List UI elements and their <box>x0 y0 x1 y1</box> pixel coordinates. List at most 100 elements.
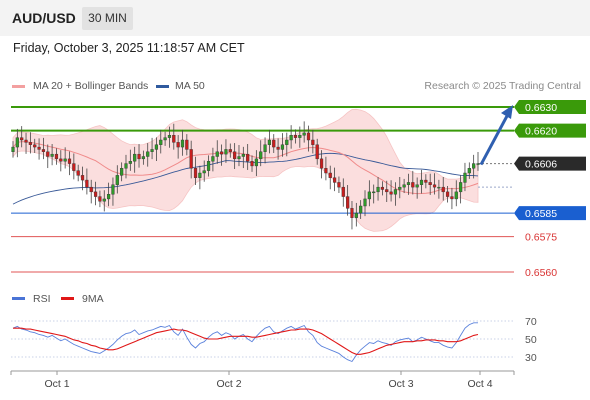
candle-body <box>241 153 245 157</box>
candle-body <box>428 182 432 185</box>
candle-body <box>250 161 254 167</box>
candle-body <box>354 212 358 218</box>
candle-body <box>385 189 389 193</box>
candle-body <box>432 184 437 188</box>
candle-body <box>402 184 406 188</box>
candle-body <box>315 144 319 160</box>
candle-body <box>33 144 37 148</box>
ma50-legend-label: MA 50 <box>175 80 205 92</box>
candle-body <box>176 142 180 148</box>
candle-body <box>85 179 89 188</box>
candle-body <box>406 182 411 185</box>
level-tag-0.6630 <box>514 100 586 114</box>
candle-body <box>350 208 354 218</box>
candle-body <box>93 191 98 197</box>
candle-body <box>298 135 302 138</box>
candle-body <box>280 144 285 150</box>
candle-body <box>463 172 467 183</box>
candle-body <box>67 158 72 164</box>
candle-body <box>224 149 228 155</box>
candle-body <box>198 172 202 178</box>
candle-body <box>259 151 263 160</box>
candle-body <box>267 139 272 145</box>
candle-body <box>450 196 454 200</box>
candle-body <box>389 191 393 195</box>
candle-body <box>146 151 150 157</box>
level-tag-0.6585 <box>514 206 586 221</box>
candle-body <box>246 153 250 162</box>
candle-body <box>228 149 232 152</box>
candle-body <box>141 156 145 160</box>
candle-body <box>233 151 237 160</box>
candle-body <box>63 158 67 162</box>
candle-body <box>37 146 41 150</box>
candle-body <box>28 142 32 145</box>
candle-body <box>372 191 376 194</box>
credit-text: Research © 2025 Trading Central <box>424 80 581 92</box>
candle-body <box>324 168 328 174</box>
level-label-0.6606: 0.6606 <box>525 159 557 171</box>
target-arrow-head <box>501 105 513 119</box>
level-label-0.6560: 0.6560 <box>525 267 557 279</box>
rsi-tick-50: 50 <box>525 334 537 346</box>
candle-body <box>441 186 445 193</box>
candle-body <box>41 149 46 152</box>
candle-body <box>311 139 315 145</box>
candle-body <box>293 135 298 138</box>
candle-body <box>319 158 324 169</box>
candle-body <box>215 151 219 157</box>
candle-body <box>337 182 341 188</box>
candle-body <box>180 139 185 148</box>
candle-body <box>359 205 363 214</box>
candle-body <box>346 196 350 209</box>
candle-body <box>206 161 211 171</box>
timeframe-badge[interactable]: 30 MIN <box>82 7 133 30</box>
candle-body <box>202 170 206 174</box>
candle-body <box>54 153 59 160</box>
candle-body <box>11 146 15 152</box>
candle-body <box>254 158 258 167</box>
candle-body <box>172 135 176 143</box>
candle-body <box>50 153 54 157</box>
bollinger-band <box>12 108 479 232</box>
rsi-legend-label: RSI <box>33 293 51 305</box>
candle-body <box>159 139 163 145</box>
candle-body <box>98 196 102 202</box>
candle-body <box>289 135 293 141</box>
candle-body <box>285 139 289 145</box>
candle-body <box>476 163 480 165</box>
candle-body <box>20 137 24 141</box>
candle-body <box>189 149 193 169</box>
candle-body <box>445 191 450 197</box>
candle-body <box>328 172 332 178</box>
candle-body <box>393 189 398 195</box>
x-tick-label: Oct 4 <box>467 378 492 390</box>
level-tag-0.6606 <box>514 156 586 171</box>
candle-body <box>107 194 111 200</box>
candle-body <box>363 198 367 207</box>
candle-body <box>76 170 80 176</box>
candle-body <box>133 153 137 162</box>
candle-body <box>150 149 154 152</box>
candle-body <box>128 161 132 164</box>
candle-body <box>472 163 476 169</box>
candle-body <box>415 184 419 188</box>
header-bar: AUD/USD 30 MIN <box>0 0 590 36</box>
candle-body <box>276 146 280 150</box>
currency-pair-title: AUD/USD <box>12 10 76 26</box>
candle-body <box>306 132 311 141</box>
candle-body <box>167 135 172 138</box>
candle-body <box>111 184 115 195</box>
level-label-0.6620: 0.6620 <box>525 126 557 138</box>
candle-body <box>367 191 371 200</box>
candle-body <box>80 175 85 181</box>
ma20-legend-swatch <box>12 85 25 88</box>
candle-body <box>185 139 189 150</box>
ma20-line <box>12 141 479 195</box>
x-tick-label: Oct 1 <box>44 378 69 390</box>
candle-body <box>46 151 50 157</box>
candle-body <box>15 137 19 148</box>
candle-body <box>380 186 384 190</box>
candle-body <box>72 163 76 171</box>
rsi-tick-70: 70 <box>525 316 537 328</box>
